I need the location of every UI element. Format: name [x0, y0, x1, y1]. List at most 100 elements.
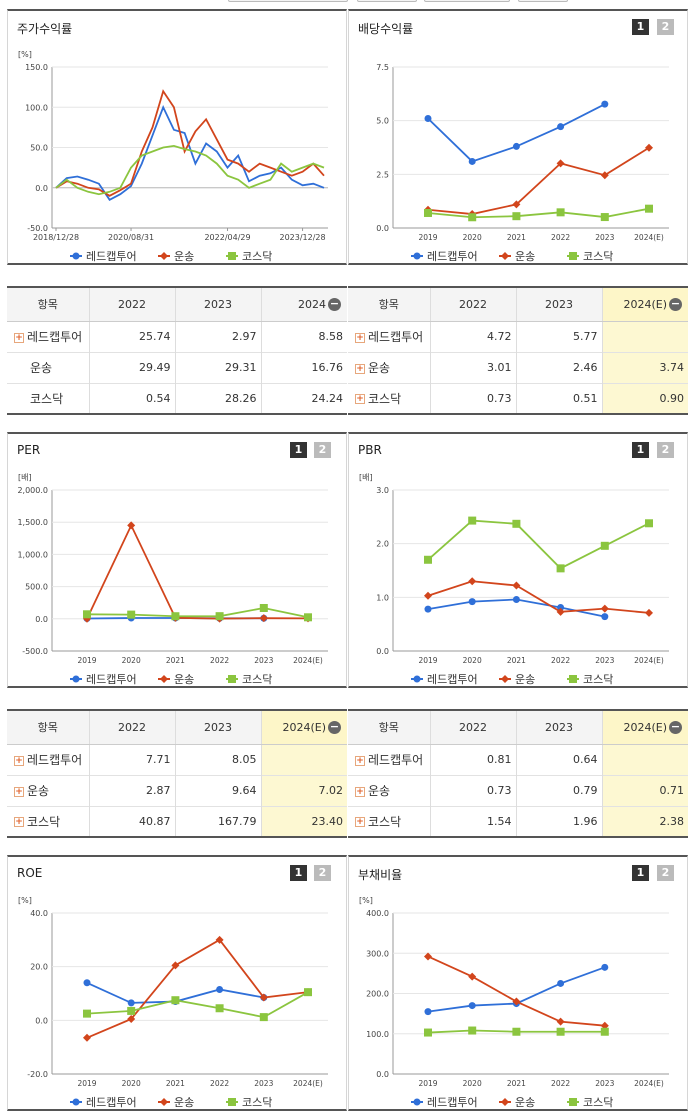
column-header: 2022: [89, 710, 175, 744]
x-tick-label: 2022: [551, 656, 570, 665]
column-header: 항목: [7, 287, 89, 321]
x-tick-label: 2020: [463, 656, 482, 665]
legend-label: 운송: [174, 673, 194, 686]
value-cell: 28.26: [175, 383, 261, 414]
expand-plus-icon[interactable]: +: [14, 333, 24, 343]
data-point: [645, 609, 653, 617]
legend-label: 레드캡투어: [427, 673, 478, 686]
page-1-button[interactable]: 1: [632, 865, 649, 881]
data-point: [424, 556, 432, 564]
page-1-button[interactable]: 1: [290, 442, 307, 458]
row-label-cell: +레드캡투어: [7, 744, 89, 775]
data-point: [216, 986, 223, 993]
column-header: 항목: [348, 710, 430, 744]
data-point: [601, 613, 608, 620]
row-label-cell: +코스닥: [348, 383, 430, 414]
column-header-label: 2022: [459, 298, 487, 311]
data-point: [513, 143, 520, 150]
legend-label: 운송: [174, 250, 194, 263]
y-tick-label: -20.0: [27, 1070, 48, 1079]
page-2-button[interactable]: 2: [314, 442, 331, 458]
y-tick-label: 0.0: [35, 184, 48, 193]
series-line: [428, 956, 605, 1025]
collapse-icon[interactable]: −: [328, 298, 341, 311]
value-cell: 2.97: [175, 321, 261, 352]
data-point: [83, 1010, 91, 1018]
value-cell: 9.64: [175, 775, 261, 806]
data-point: [512, 582, 520, 590]
collapse-icon[interactable]: −: [669, 298, 682, 311]
page-1-button[interactable]: 1: [632, 442, 649, 458]
value-cell: 0.64: [516, 744, 602, 775]
expand-plus-icon[interactable]: +: [14, 787, 24, 797]
row-label-cell: +코스닥: [7, 806, 89, 837]
value-cell: [602, 321, 688, 352]
page-1-button[interactable]: 1: [290, 865, 307, 881]
page-2-button[interactable]: 2: [657, 19, 674, 35]
data-point: [645, 519, 653, 527]
row-label-cell: +코스닥: [348, 806, 430, 837]
data-point: [557, 1018, 565, 1026]
collapse-icon[interactable]: −: [328, 721, 341, 734]
panel-title: 부채비율: [358, 866, 402, 883]
x-tick-label: 2020/08/31: [108, 233, 154, 242]
value-cell: 2.87: [89, 775, 175, 806]
page-1-button[interactable]: 1: [632, 19, 649, 35]
series-line: [428, 521, 649, 569]
value-cell: 0.73: [430, 775, 516, 806]
expand-plus-icon[interactable]: +: [355, 756, 365, 766]
page-2-button[interactable]: 2: [657, 865, 674, 881]
column-header: 2024(E)−: [261, 710, 347, 744]
y-tick-label: 1,500.0: [17, 518, 48, 527]
x-tick-label: 2020: [463, 1079, 482, 1088]
row-label: 레드캡투어: [368, 330, 423, 344]
expand-plus-icon[interactable]: +: [14, 817, 24, 827]
data-point: [171, 996, 179, 1004]
column-header-label: 2023: [545, 721, 573, 734]
collapse-icon[interactable]: −: [669, 721, 682, 734]
data-point: [160, 252, 168, 260]
value-cell: 40.87: [89, 806, 175, 837]
expand-plus-icon[interactable]: +: [355, 817, 365, 827]
data-point: [601, 542, 609, 550]
value-cell: 0.71: [602, 775, 688, 806]
expand-plus-icon[interactable]: +: [355, 333, 365, 343]
value-cell: 2.46: [516, 352, 602, 383]
column-header-label: 2022: [118, 721, 146, 734]
x-tick-label: 2021: [507, 233, 526, 242]
panel-title: 배당수익률: [358, 20, 413, 37]
value-cell: 3.74: [602, 352, 688, 383]
data-point: [469, 1002, 476, 1009]
page-2-button[interactable]: 2: [657, 442, 674, 458]
expand-plus-icon[interactable]: +: [355, 364, 365, 374]
data-point: [160, 1098, 168, 1106]
data-point: [228, 1098, 236, 1106]
column-header: 2022: [89, 287, 175, 321]
expand-plus-icon[interactable]: +: [355, 394, 365, 404]
x-tick-label: 2022: [210, 1079, 229, 1088]
column-header: 항목: [7, 710, 89, 744]
expand-plus-icon[interactable]: +: [355, 787, 365, 797]
x-tick-label: 2022: [551, 233, 570, 242]
expand-plus-icon[interactable]: +: [14, 756, 24, 766]
data-point: [414, 1099, 421, 1106]
data-point: [424, 1029, 432, 1037]
page-2-button[interactable]: 2: [314, 865, 331, 881]
data-point: [160, 675, 168, 683]
data-point: [216, 612, 224, 620]
data-point: [557, 208, 565, 216]
data-point: [171, 612, 179, 620]
column-header: 항목: [348, 287, 430, 321]
y-unit-label: [%]: [359, 896, 373, 905]
legend-label: 레드캡투어: [86, 250, 137, 263]
row-label-cell: +운송: [348, 775, 430, 806]
